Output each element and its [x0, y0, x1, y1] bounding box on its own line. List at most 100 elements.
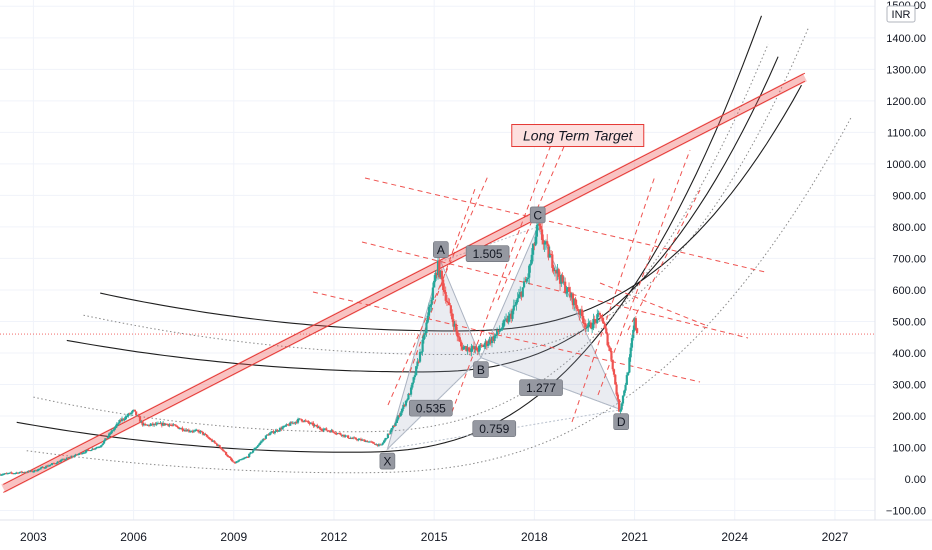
candle-body: [317, 427, 320, 429]
candle-body: [246, 456, 250, 458]
ratio-label-1-505-text: 1.505: [473, 247, 503, 261]
candle-body: [145, 424, 148, 426]
candle-body: [584, 323, 587, 328]
candle-body: [542, 239, 545, 245]
candle-body: [124, 416, 127, 420]
y-axis[interactable]: −100.00 0.00 100.00 200.00 300.00 400.00 500.0…: [874, 0, 932, 550]
candle-body: [377, 444, 381, 446]
x-tick-label: 2024: [721, 530, 748, 544]
candle-body: [96, 447, 99, 449]
ratio-label-0-535: 0.535: [409, 399, 453, 417]
candle-body: [481, 345, 485, 347]
candle-body: [260, 440, 264, 442]
candle-body: [480, 345, 483, 347]
candle-body: [424, 333, 427, 335]
pattern-leg-xd: [387, 409, 622, 450]
candle-body: [362, 439, 365, 441]
candle-body: [507, 315, 510, 323]
candle-body: [82, 452, 85, 454]
point-label-d: D: [613, 413, 629, 430]
point-label-d-box: [613, 413, 629, 430]
candle-body: [149, 424, 152, 426]
candle-body: [506, 318, 509, 323]
candle-body: [282, 425, 285, 428]
candle-body: [602, 321, 605, 324]
candle-body: [307, 420, 310, 423]
candle-body: [185, 429, 188, 432]
candle-body: [221, 448, 224, 450]
candle-body: [87, 449, 90, 451]
candle-body: [19, 471, 22, 473]
candle-body: [32, 471, 35, 473]
candle-body: [469, 350, 472, 352]
candle-body: [526, 277, 530, 279]
candle-body: [278, 428, 282, 431]
candle-body: [208, 437, 211, 440]
candle-body: [163, 422, 166, 426]
candle-body: [467, 347, 470, 351]
candle-body: [110, 430, 113, 434]
candle-body: [83, 452, 86, 454]
candle-body: [418, 351, 422, 362]
y-tick-label: 1400.00: [886, 33, 926, 45]
candle-body: [349, 438, 352, 440]
candle-body: [173, 424, 176, 426]
candle-body: [269, 432, 273, 434]
candle-body: [104, 438, 107, 441]
candle-body: [168, 424, 171, 426]
candle-body: [237, 460, 241, 462]
candle-body: [475, 346, 478, 351]
candle-body: [189, 431, 192, 433]
candle-body: [548, 253, 551, 258]
candle-body: [560, 275, 563, 284]
candle-body: [199, 430, 202, 433]
candle-body: [528, 265, 531, 278]
candle-body: [16, 472, 20, 474]
candle-body: [391, 425, 395, 428]
candle-body: [142, 423, 145, 426]
candle-body: [386, 433, 390, 439]
candle-body: [334, 432, 337, 434]
candle-body: [454, 323, 458, 331]
candle-body: [539, 225, 542, 230]
candle-body: [34, 469, 38, 471]
candle-body: [244, 457, 247, 459]
candle-body: [55, 463, 58, 465]
candle-body: [614, 374, 617, 385]
ratio-label-1-505-box: [465, 245, 510, 262]
candle-body: [203, 433, 206, 435]
candle-body: [611, 359, 614, 370]
candle-body: [573, 298, 576, 306]
candle-body: [181, 427, 184, 431]
y-tick-label: 200.00: [892, 411, 926, 423]
x-tick-label: 2015: [421, 530, 448, 544]
candle-body: [56, 461, 59, 464]
candle-body: [14, 472, 17, 474]
currency-badge[interactable]: INR: [886, 5, 916, 23]
candle-body: [348, 437, 351, 439]
candle-body: [33, 469, 36, 472]
candle-body: [93, 448, 97, 450]
candle-body: [200, 430, 203, 432]
candle-body: [277, 430, 280, 432]
candle-body: [615, 384, 618, 395]
candle-body: [484, 341, 487, 345]
point-label-b-text: B: [477, 363, 485, 377]
candle-body: [429, 305, 432, 307]
parallel-line-7: [627, 189, 701, 331]
candle-body: [609, 347, 612, 351]
candle-body: [355, 439, 359, 441]
candle-body: [465, 346, 468, 351]
candle-body: [276, 430, 279, 432]
candle-body: [411, 382, 414, 388]
x-axis[interactable]: 2003 2006 2009 2012 2015 2018 2021 2024 2027: [0, 519, 932, 550]
candle-body: [268, 433, 271, 436]
point-label-c-text: C: [533, 208, 542, 222]
candle-body: [583, 323, 586, 325]
candle-body: [15, 472, 18, 474]
candle-body: [84, 450, 88, 453]
candle-body: [605, 328, 608, 334]
ratio-label-1-505: 1.505: [465, 245, 510, 262]
candle-body: [28, 470, 31, 472]
